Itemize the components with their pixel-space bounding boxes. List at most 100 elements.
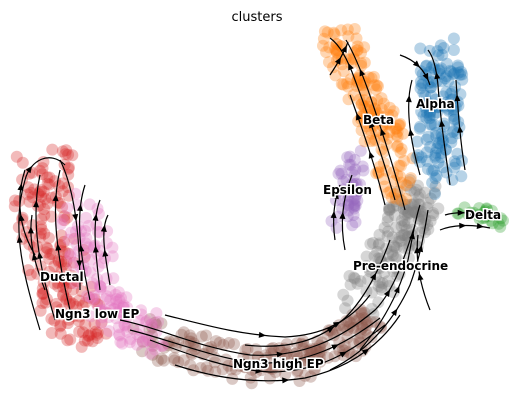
streamline-arrow (72, 213, 79, 222)
data-point (45, 210, 58, 223)
streamline (149, 324, 386, 373)
cluster-labels: Ductal Ngn3 low EP Ngn3 high EP Pre-endocri… (39, 96, 503, 373)
data-point (414, 75, 427, 88)
data-point (332, 319, 345, 332)
streamline (54, 169, 71, 311)
data-point (374, 252, 387, 265)
data-point (83, 198, 96, 211)
data-point (61, 211, 74, 224)
data-point (112, 321, 125, 334)
data-point (339, 302, 352, 315)
data-point (399, 203, 412, 216)
data-point (350, 32, 363, 45)
streamline-arrow (359, 68, 366, 77)
data-point (440, 166, 453, 179)
data-point (98, 252, 111, 265)
data-point (436, 49, 449, 61)
streamline-arrow (37, 251, 44, 260)
data-point (420, 111, 433, 124)
data-point (60, 282, 73, 295)
data-point (348, 271, 360, 284)
data-point (446, 93, 459, 106)
data-point (84, 310, 97, 323)
data-point (35, 190, 48, 203)
velocity-streamlines (16, 37, 491, 384)
data-point (90, 218, 103, 231)
data-point (87, 293, 100, 306)
data-point (408, 186, 421, 199)
data-point (422, 130, 435, 143)
data-point (183, 329, 196, 342)
data-point (483, 209, 496, 222)
data-point (423, 109, 436, 122)
data-point (360, 260, 373, 273)
data-point (365, 96, 378, 109)
data-point (448, 155, 461, 168)
data-point (335, 78, 348, 90)
data-point (73, 294, 85, 307)
data-point (403, 239, 416, 252)
data-point (377, 145, 390, 158)
data-point (347, 200, 360, 213)
data-point (131, 338, 144, 351)
streamline-arrow (457, 125, 464, 133)
data-point (381, 215, 394, 228)
data-point (168, 352, 181, 364)
data-point (62, 233, 75, 246)
data-point (10, 150, 23, 163)
data-point (428, 186, 441, 199)
data-point (427, 108, 440, 121)
data-point (370, 106, 383, 119)
data-point (396, 229, 408, 242)
data-point (316, 336, 329, 349)
data-point (327, 26, 340, 39)
data-point (151, 354, 164, 367)
cluster-pre-endocrine (337, 174, 445, 321)
data-point (419, 186, 431, 199)
data-point (36, 288, 49, 300)
data-point (70, 274, 83, 287)
data-point (354, 178, 366, 191)
data-point (336, 202, 349, 215)
data-point (395, 194, 408, 207)
data-point (280, 338, 293, 351)
streamline (244, 239, 391, 347)
data-point (107, 303, 120, 316)
data-point (448, 161, 461, 174)
data-point (101, 307, 114, 320)
data-point (135, 304, 147, 317)
data-point (455, 154, 468, 167)
data-point (40, 246, 53, 259)
data-point (45, 327, 58, 339)
data-point (371, 261, 384, 274)
data-point (427, 59, 440, 72)
data-point (225, 363, 238, 376)
data-point (401, 230, 414, 243)
streamline (408, 79, 421, 176)
data-point (145, 339, 158, 352)
data-point (24, 268, 37, 281)
data-point (431, 45, 444, 58)
data-point (382, 211, 394, 224)
data-point (415, 105, 428, 118)
data-point (82, 219, 95, 232)
data-point (383, 118, 396, 131)
data-point (445, 132, 458, 145)
streamline-arrow (18, 214, 25, 222)
data-point (348, 199, 361, 212)
data-point (428, 63, 441, 75)
data-point (56, 185, 69, 198)
data-point (413, 122, 426, 135)
data-point (51, 276, 64, 289)
data-point (52, 254, 65, 267)
data-point (107, 272, 120, 285)
data-point (21, 188, 34, 201)
data-point (440, 57, 453, 70)
data-point (394, 159, 407, 172)
streamline (359, 204, 421, 351)
data-point (351, 194, 364, 207)
data-point (64, 250, 77, 263)
data-point (382, 257, 395, 270)
data-point (303, 344, 316, 357)
